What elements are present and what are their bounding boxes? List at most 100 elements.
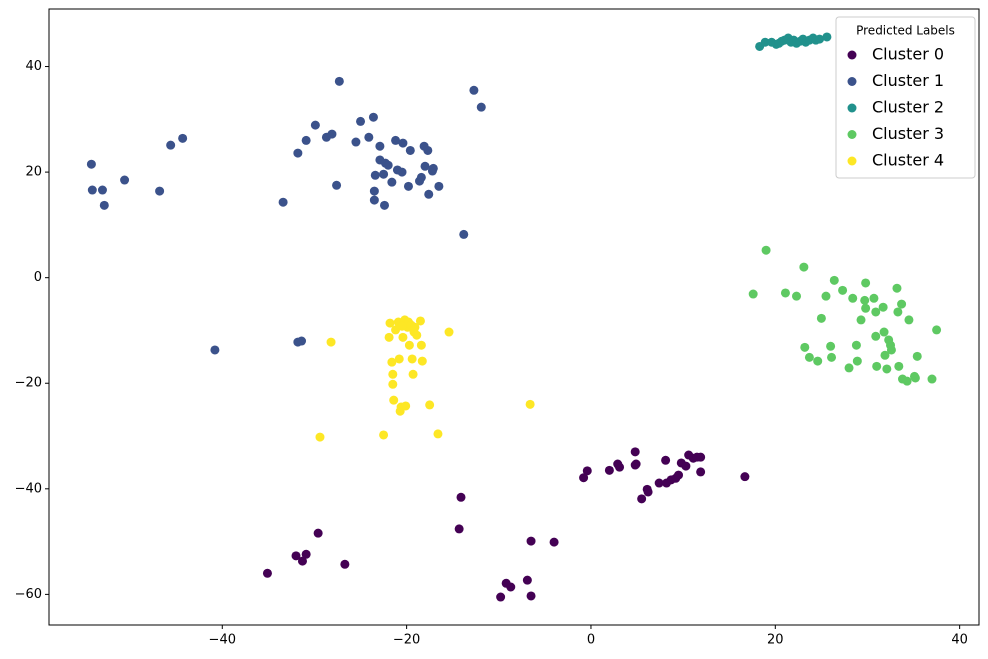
- point: [882, 364, 892, 374]
- point: [387, 177, 397, 187]
- point: [910, 373, 920, 383]
- point: [404, 340, 414, 350]
- point: [368, 112, 378, 122]
- point: [912, 351, 922, 361]
- point: [327, 129, 337, 139]
- point: [526, 591, 536, 601]
- point: [369, 195, 379, 205]
- point: [525, 399, 535, 409]
- point: [893, 307, 903, 317]
- point: [408, 369, 418, 379]
- point: [615, 462, 625, 472]
- point: [97, 185, 107, 195]
- point: [388, 369, 398, 379]
- point: [816, 313, 826, 323]
- point: [99, 200, 109, 210]
- point: [696, 452, 706, 462]
- point: [387, 357, 397, 367]
- y-tick-label: 40: [25, 59, 42, 74]
- point: [424, 189, 434, 199]
- point: [356, 116, 366, 126]
- y-tick-label: 0: [34, 270, 42, 285]
- point: [405, 145, 415, 155]
- point: [410, 322, 420, 332]
- point: [826, 341, 836, 351]
- point: [391, 135, 401, 145]
- point: [423, 145, 433, 155]
- point: [385, 318, 395, 328]
- point: [459, 229, 469, 239]
- point: [932, 325, 942, 335]
- point: [630, 447, 640, 457]
- point: [780, 288, 790, 298]
- point: [804, 352, 814, 362]
- point: [456, 492, 466, 502]
- point: [444, 327, 454, 337]
- legend-label: Cluster 1: [872, 71, 944, 90]
- y-tick-label: −60: [15, 587, 42, 602]
- point: [848, 293, 858, 303]
- point: [904, 315, 914, 325]
- point: [861, 303, 871, 313]
- point: [799, 262, 809, 272]
- legend-marker: [847, 130, 857, 139]
- point: [815, 34, 825, 44]
- point: [740, 472, 750, 482]
- point: [369, 186, 379, 196]
- point: [871, 307, 881, 317]
- point: [897, 299, 907, 309]
- point: [822, 32, 832, 42]
- point: [332, 180, 342, 190]
- legend-title: Predicted Labels: [856, 24, 955, 38]
- point: [549, 537, 559, 547]
- point: [340, 559, 350, 569]
- x-tick-label: −40: [209, 633, 236, 648]
- point: [120, 175, 130, 185]
- point: [397, 321, 407, 331]
- point: [878, 302, 888, 312]
- point: [416, 340, 426, 350]
- x-tick-label: 40: [951, 633, 968, 648]
- legend-box: [835, 16, 976, 179]
- point: [297, 336, 307, 346]
- point: [434, 181, 444, 191]
- point: [166, 140, 176, 150]
- point: [760, 37, 770, 47]
- point: [821, 291, 831, 301]
- point: [278, 197, 288, 207]
- x-tick-label: 0: [587, 633, 595, 648]
- point: [403, 181, 413, 191]
- point: [301, 135, 311, 145]
- legend-marker: [847, 50, 857, 60]
- point: [886, 345, 896, 355]
- point: [761, 245, 771, 255]
- point: [856, 315, 866, 325]
- point: [380, 200, 390, 210]
- point: [301, 549, 311, 559]
- point: [398, 138, 408, 148]
- point: [869, 293, 879, 303]
- point: [872, 361, 882, 371]
- point: [871, 331, 881, 341]
- point: [454, 524, 464, 534]
- point: [417, 356, 427, 366]
- point: [178, 133, 188, 143]
- legend: Predicted Labels Cluster 0 Cluster 1 Cluste…: [835, 16, 976, 179]
- point: [902, 376, 912, 386]
- point: [383, 160, 393, 170]
- point: [526, 536, 536, 546]
- point: [792, 291, 802, 301]
- point: [379, 169, 389, 179]
- point: [384, 332, 394, 342]
- y-tick-label: −40: [15, 481, 42, 496]
- point: [315, 432, 325, 442]
- point: [637, 494, 647, 504]
- point: [661, 455, 671, 465]
- point: [433, 429, 443, 439]
- point: [654, 478, 664, 488]
- point: [630, 460, 640, 470]
- point: [579, 473, 589, 483]
- x-tick-label: 20: [767, 633, 784, 648]
